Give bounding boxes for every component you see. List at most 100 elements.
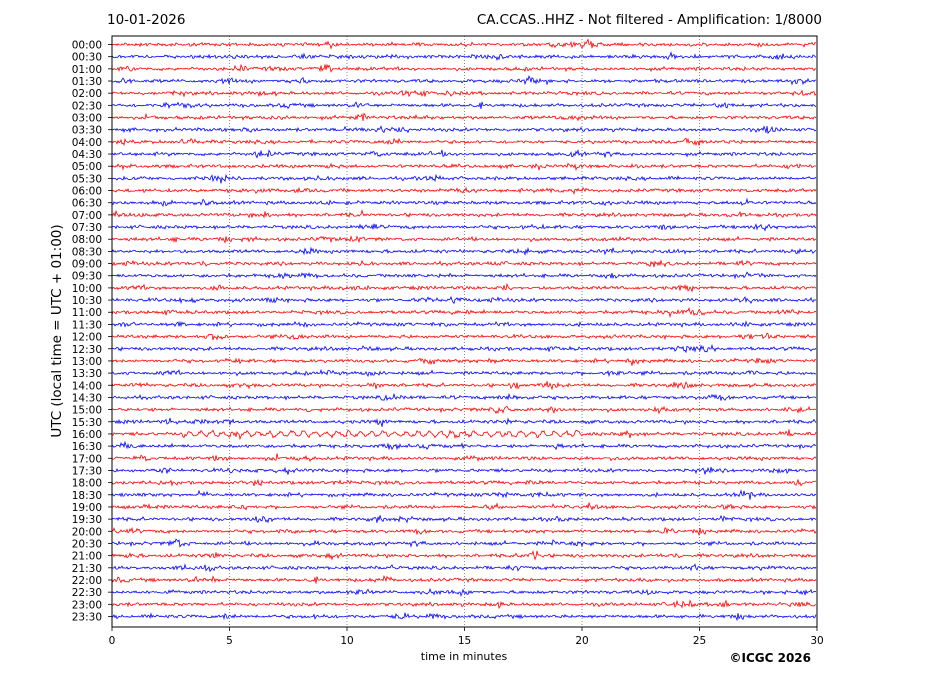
row-label: 17:00 [72, 453, 102, 465]
trace-1430 [112, 392, 817, 402]
row-label: 09:30 [72, 271, 102, 283]
trace-1130 [111, 320, 816, 328]
trace-0200 [111, 89, 817, 98]
row-label: 03:00 [72, 113, 102, 125]
row-label: 20:00 [72, 526, 102, 538]
trace-1500 [111, 405, 816, 415]
trace-1930 [111, 514, 817, 524]
row-label: 03:30 [72, 125, 102, 137]
row-label: 01:30 [72, 76, 102, 88]
x-tick-label: 20 [575, 635, 588, 647]
row-label: 05:00 [72, 161, 102, 173]
row-label: 08:30 [72, 246, 102, 258]
row-label: 10:00 [72, 283, 102, 295]
trace-1830 [111, 489, 817, 500]
row-label: 14:30 [72, 392, 102, 404]
row-label: 22:30 [72, 587, 102, 599]
row-label: 06:00 [72, 186, 102, 198]
trace-0030 [111, 50, 817, 61]
row-label: 12:00 [72, 332, 102, 344]
row-label: 09:00 [72, 259, 102, 271]
row-label: 23:00 [72, 599, 102, 611]
trace-0400 [111, 137, 817, 147]
x-tick-label: 15 [458, 635, 471, 647]
trace-2030 [111, 538, 817, 548]
trace-1030 [111, 295, 817, 305]
trace-0330 [111, 125, 817, 135]
trace-1230 [111, 343, 817, 354]
x-tick-label: 30 [810, 635, 823, 647]
trace-0600 [111, 186, 817, 195]
row-label: 16:30 [72, 441, 102, 453]
row-label: 13:30 [72, 368, 102, 380]
row-label: 08:00 [72, 234, 102, 246]
row-label: 07:30 [72, 222, 102, 234]
row-label: 18:30 [72, 490, 102, 502]
trace-1530 [111, 417, 817, 427]
trace-2200 [111, 575, 817, 584]
trace-0700 [111, 209, 817, 219]
trace-2230 [111, 587, 817, 597]
trace-0130 [111, 74, 816, 86]
row-label: 02:00 [72, 88, 102, 100]
row-label: 05:30 [72, 173, 102, 185]
trace-0230 [111, 101, 817, 110]
copyright-credit: ©ICGC 2026 [729, 651, 811, 665]
row-label: 04:00 [72, 137, 102, 149]
row-label: 15:30 [72, 417, 102, 429]
trace-0500 [111, 162, 817, 171]
row-label: 22:00 [72, 575, 102, 587]
trace-2000 [111, 526, 817, 537]
row-label: 17:30 [72, 465, 102, 477]
station-info: CA.CCAS..HHZ - Not filtered - Amplificat… [476, 12, 822, 28]
trace-0000 [111, 38, 817, 50]
trace-0930 [111, 271, 817, 280]
row-label: 00:30 [72, 52, 102, 64]
trace-0530 [111, 173, 817, 184]
row-label: 16:00 [72, 429, 102, 441]
row-label: 13:00 [72, 356, 102, 368]
trace-0730 [111, 223, 817, 232]
row-label: 23:30 [72, 611, 102, 623]
trace-2330 [111, 612, 817, 622]
row-label: 21:00 [72, 551, 102, 563]
row-label: 11:30 [72, 319, 102, 331]
row-label: 01:00 [72, 64, 102, 76]
trace-2100 [111, 549, 817, 561]
row-label: 18:00 [72, 478, 102, 490]
trace-1900 [111, 502, 817, 511]
trace-2300 [112, 599, 817, 609]
trace-1100 [111, 306, 817, 318]
trace-0630 [111, 197, 817, 208]
trace-0900 [111, 259, 817, 268]
trace-0100 [111, 63, 817, 73]
trace-1730 [111, 466, 817, 475]
trace-1630 [111, 440, 817, 451]
x-tick-label: 10 [340, 635, 353, 647]
row-label: 11:00 [72, 307, 102, 319]
trace-0800 [111, 235, 817, 244]
x-tick-label: 25 [693, 635, 706, 647]
date-label: 10-01-2026 [107, 12, 186, 28]
trace-1300 [111, 357, 817, 366]
row-label: 19:30 [72, 514, 102, 526]
trace-2130 [111, 563, 817, 573]
row-label: 21:30 [72, 563, 102, 575]
trace-1330 [111, 368, 817, 378]
row-label: 07:00 [72, 210, 102, 222]
row-label: 19:00 [72, 502, 102, 514]
trace-1600 [111, 429, 817, 441]
trace-1400 [111, 381, 817, 391]
x-tick-label: 0 [109, 635, 116, 647]
trace-0430 [111, 149, 817, 159]
x-axis-label: time in minutes [420, 650, 508, 663]
plot-frame [111, 35, 818, 628]
trace-0300 [111, 112, 817, 122]
trace-1200 [111, 332, 817, 341]
row-label: 02:30 [72, 100, 102, 112]
row-label: 12:30 [72, 344, 102, 356]
row-label: 00:00 [72, 40, 102, 52]
row-label: 06:30 [72, 198, 102, 210]
row-label: 15:00 [72, 405, 102, 417]
